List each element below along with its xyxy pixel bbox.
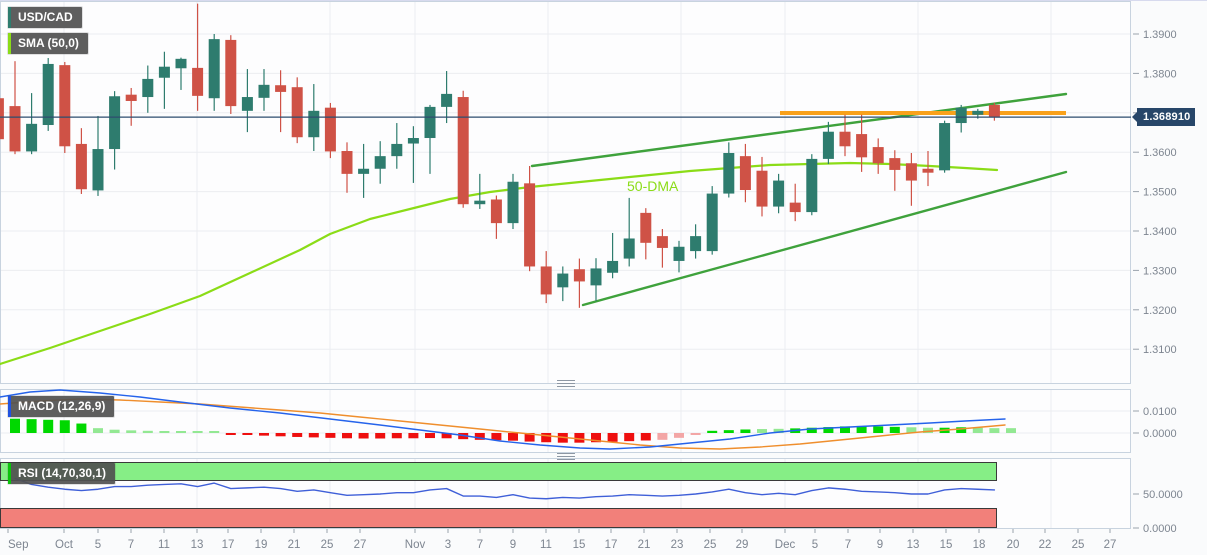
svg-text:1.3600: 1.3600 <box>1143 147 1177 159</box>
svg-text:Sep: Sep <box>8 539 28 551</box>
symbol-accent-bar <box>8 7 11 28</box>
macd-label: MACD (12,26,9) <box>18 399 106 413</box>
svg-text:7: 7 <box>845 539 851 551</box>
svg-text:1.3300: 1.3300 <box>1143 265 1177 277</box>
svg-text:5: 5 <box>812 539 818 551</box>
svg-text:7: 7 <box>128 539 134 551</box>
panel-splitter-grip-macd[interactable] <box>557 380 575 387</box>
svg-text:9: 9 <box>877 539 883 551</box>
symbol-legend-chip[interactable]: USD/CAD <box>8 7 82 28</box>
svg-text:0.0000: 0.0000 <box>1143 428 1177 440</box>
macd-legend-chip[interactable]: MACD (12,26,9) <box>8 396 115 417</box>
svg-text:17: 17 <box>222 539 235 551</box>
svg-text:13: 13 <box>191 539 204 551</box>
svg-text:1.3500: 1.3500 <box>1143 187 1177 199</box>
svg-text:1.3200: 1.3200 <box>1143 305 1177 317</box>
sma-accent-bar <box>8 33 11 54</box>
last-price-badge: 1.368910 <box>1131 108 1196 126</box>
svg-text:1.3900: 1.3900 <box>1143 29 1177 41</box>
dma-annotation[interactable]: 50-DMA <box>627 178 679 194</box>
svg-text:11: 11 <box>158 539 170 551</box>
rsi-legend-chip[interactable]: RSI (14,70,30,1) <box>8 463 116 484</box>
panel-splitter-grip-rsi[interactable] <box>557 453 575 460</box>
svg-text:Nov: Nov <box>405 539 426 551</box>
svg-text:15: 15 <box>940 539 953 551</box>
sma-legend-chip[interactable]: SMA (50,0) <box>8 33 88 54</box>
svg-text:1.3400: 1.3400 <box>1143 226 1177 238</box>
svg-text:23: 23 <box>671 539 684 551</box>
svg-text:29: 29 <box>736 539 749 551</box>
svg-text:25: 25 <box>704 539 717 551</box>
svg-text:22: 22 <box>1039 539 1052 551</box>
svg-text:0.0100: 0.0100 <box>1143 406 1177 418</box>
svg-text:20: 20 <box>1007 539 1020 551</box>
svg-text:1.3100: 1.3100 <box>1143 344 1177 356</box>
svg-text:27: 27 <box>354 539 367 551</box>
svg-text:Dec: Dec <box>775 539 796 551</box>
macd-accent-bar <box>8 396 11 417</box>
svg-text:Oct: Oct <box>55 539 74 551</box>
svg-text:3: 3 <box>445 539 451 551</box>
svg-text:13: 13 <box>907 539 920 551</box>
svg-text:25: 25 <box>321 539 334 551</box>
svg-text:1.3800: 1.3800 <box>1143 68 1177 80</box>
svg-text:25: 25 <box>1072 539 1085 551</box>
svg-text:5: 5 <box>95 539 101 551</box>
svg-text:18: 18 <box>973 539 986 551</box>
svg-text:17: 17 <box>605 539 618 551</box>
svg-text:21: 21 <box>288 539 301 551</box>
svg-text:21: 21 <box>638 539 651 551</box>
svg-text:27: 27 <box>1104 539 1117 551</box>
sma-label: SMA (50,0) <box>18 36 79 50</box>
svg-text:19: 19 <box>255 539 268 551</box>
svg-text:7: 7 <box>477 539 483 551</box>
svg-text:9: 9 <box>510 539 516 551</box>
svg-text:50.0000: 50.0000 <box>1143 489 1183 501</box>
rsi-label: RSI (14,70,30,1) <box>18 466 107 480</box>
svg-text:15: 15 <box>573 539 586 551</box>
rsi-accent-bar <box>8 463 11 484</box>
svg-text:0.0000: 0.0000 <box>1143 523 1177 535</box>
symbol-label: USD/CAD <box>18 10 73 24</box>
svg-text:11: 11 <box>540 539 552 551</box>
